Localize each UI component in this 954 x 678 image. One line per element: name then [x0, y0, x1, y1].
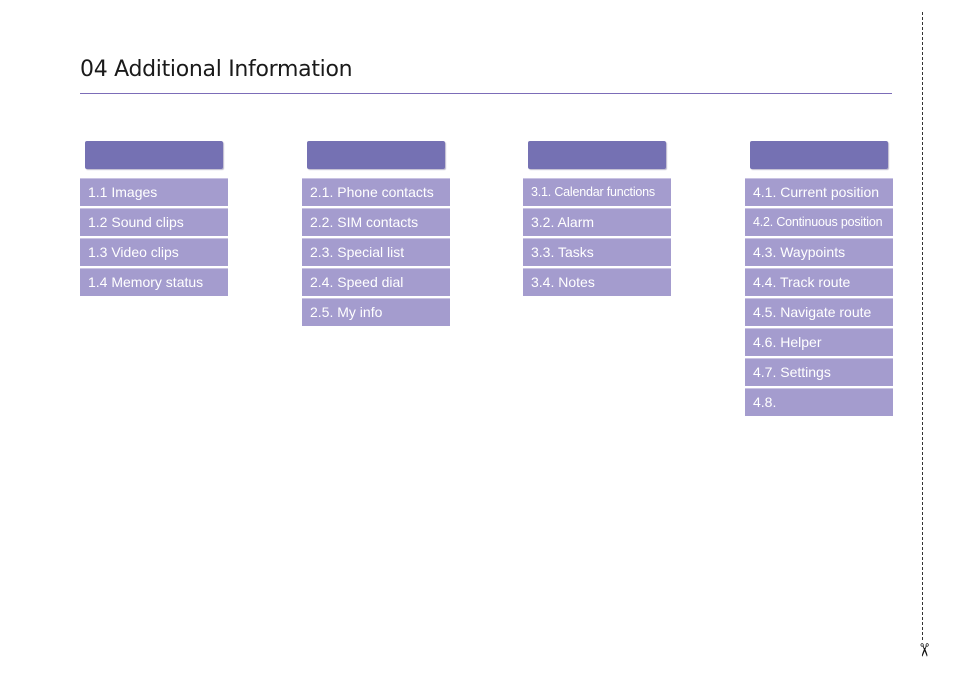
menu-item: 4.4. Track route — [745, 268, 893, 296]
menu-item: 1.4 Memory status — [80, 268, 228, 296]
title-divider — [80, 93, 892, 94]
menu-column-1: 1.1 Images 1.2 Sound clips 1.3 Video cli… — [80, 141, 228, 298]
page-title: 04 Additional Information — [80, 57, 353, 82]
scissors-icon: ✂ — [913, 642, 934, 658]
menu-column-3: 3.1. Calendar functions 3.2. Alarm 3.3. … — [523, 141, 671, 298]
menu-item: 4.5. Navigate route — [745, 298, 893, 326]
menu-column-4: 4.1. Current position 4.2. Continuous po… — [745, 141, 893, 418]
menu-item: 1.3 Video clips — [80, 238, 228, 266]
menu-item: 4.6. Helper — [745, 328, 893, 356]
menu-item: 2.4. Speed dial — [302, 268, 450, 296]
menu-item: 1.2 Sound clips — [80, 208, 228, 236]
column-header — [750, 141, 888, 169]
menu-column-2: 2.1. Phone contacts 2.2. SIM contacts 2.… — [302, 141, 450, 328]
menu-item: 2.1. Phone contacts — [302, 178, 450, 206]
menu-item: 3.3. Tasks — [523, 238, 671, 266]
cut-line — [922, 12, 923, 640]
column-header — [307, 141, 445, 169]
menu-item: 4.8. — [745, 388, 893, 416]
menu-item: 3.1. Calendar functions — [523, 178, 671, 206]
column-header — [528, 141, 666, 169]
menu-item: 4.3. Waypoints — [745, 238, 893, 266]
menu-item: 1.1 Images — [80, 178, 228, 206]
column-header — [85, 141, 223, 169]
menu-item: 3.4. Notes — [523, 268, 671, 296]
menu-item: 4.1. Current position — [745, 178, 893, 206]
menu-item: 2.5. My info — [302, 298, 450, 326]
menu-item: 2.3. Special list — [302, 238, 450, 266]
menu-item: 4.2. Continuous position — [745, 208, 893, 236]
menu-item: 3.2. Alarm — [523, 208, 671, 236]
menu-item: 4.7. Settings — [745, 358, 893, 386]
menu-item: 2.2. SIM contacts — [302, 208, 450, 236]
